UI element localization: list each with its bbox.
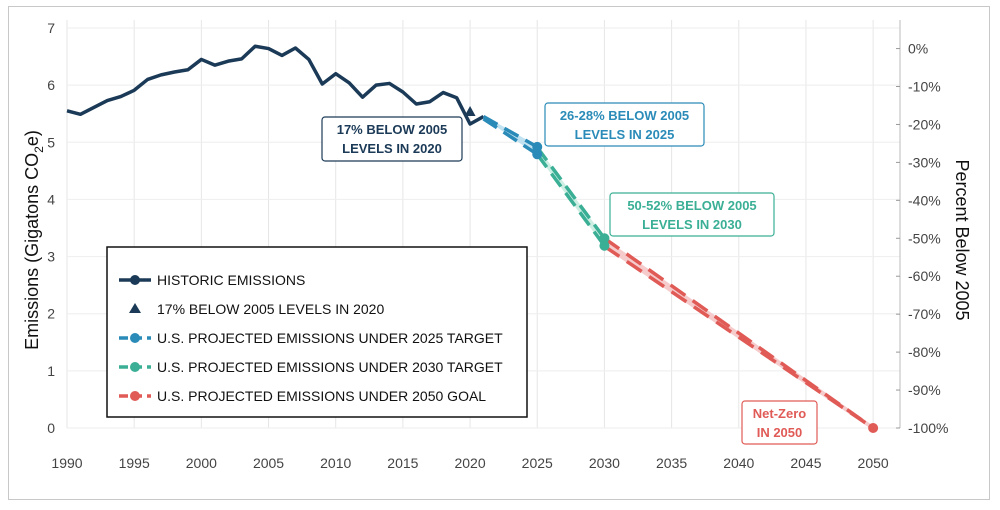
x-tick-label: 2030 xyxy=(589,455,620,471)
legend-dot-icon xyxy=(130,275,140,285)
legend-item: U.S. PROJECTED EMISSIONS UNDER 2050 GOAL xyxy=(119,388,486,404)
y-left-tick-label: 1 xyxy=(47,363,55,379)
legend-item: 17% BELOW 2005 LEVELS IN 2020 xyxy=(129,301,384,317)
annotation-text: 50-52% BELOW 2005 xyxy=(627,198,756,213)
x-tick-label: 2010 xyxy=(320,455,351,471)
annotation-border xyxy=(609,192,775,237)
x-tick-label: 2000 xyxy=(186,455,217,471)
y-right-tick-label: -100% xyxy=(908,420,948,436)
annotation-border xyxy=(321,116,463,162)
legend-label: U.S. PROJECTED EMISSIONS UNDER 2050 GOAL xyxy=(157,388,486,404)
annotation-text: LEVELS IN 2020 xyxy=(342,141,442,156)
y-left-tick-label: 6 xyxy=(47,77,55,93)
annotation-text: IN 2050 xyxy=(757,425,803,440)
legend-box xyxy=(106,246,528,418)
series-line-2030-upper xyxy=(535,146,606,240)
series-line-historic-emissions xyxy=(66,44,485,126)
annotation-box: Net-Zero IN 2050 xyxy=(741,400,818,445)
legend-triangle-icon xyxy=(129,303,141,313)
annotation-box: 50-52% BELOW 2005 LEVELS IN 2030 xyxy=(609,192,775,237)
y-right-tick-label: -60% xyxy=(908,268,941,284)
point-2030-upper xyxy=(599,233,610,244)
annotation-border xyxy=(741,400,818,445)
legend-item: U.S. PROJECTED EMISSIONS UNDER 2030 TARG… xyxy=(119,359,503,375)
y-axis-left-ticks: 0 1 2 3 4 5 6 7 xyxy=(47,20,55,436)
series-line-2030-lower xyxy=(535,153,606,247)
y-right-tick-label: -90% xyxy=(908,382,941,398)
y-left-tick-label: 7 xyxy=(47,20,55,36)
annotation-text: Net-Zero xyxy=(753,406,807,421)
x-tick-label: 2035 xyxy=(656,455,687,471)
legend-dot-icon xyxy=(130,333,140,343)
x-tick-label: 1990 xyxy=(51,455,82,471)
series-line-2025-upper xyxy=(482,115,539,149)
point-2025-lower xyxy=(532,149,543,160)
legend-dot-icon xyxy=(130,362,140,372)
series-points xyxy=(464,106,879,433)
annotation-text: 17% BELOW 2005 xyxy=(337,122,448,137)
y-left-tick-label: 3 xyxy=(47,249,55,265)
y-right-tick-label: -80% xyxy=(908,344,941,360)
x-tick-label: 1995 xyxy=(119,455,150,471)
series-lines xyxy=(66,44,875,430)
annotation-text: LEVELS IN 2030 xyxy=(642,217,742,232)
legend-label: U.S. PROJECTED EMISSIONS UNDER 2030 TARG… xyxy=(157,359,503,375)
y-axis-left-title: Emissions (Gigatons CO2e) xyxy=(22,130,46,350)
y-right-tick-label: -30% xyxy=(908,154,941,170)
x-tick-label: 2025 xyxy=(522,455,553,471)
y-right-tick-label: -20% xyxy=(908,116,941,132)
series-line-2050-lower xyxy=(603,244,875,430)
y-right-tick-label: -10% xyxy=(908,79,941,95)
series-line-2050-upper xyxy=(603,236,875,430)
point-2020-triangle xyxy=(464,106,476,116)
legend-item: U.S. PROJECTED EMISSIONS UNDER 2025 TARG… xyxy=(119,330,503,346)
y-left-tick-label: 4 xyxy=(47,191,55,207)
y-right-tick-label: 0% xyxy=(908,41,928,57)
point-2025-upper xyxy=(532,141,543,152)
x-tick-label: 2045 xyxy=(790,455,821,471)
y-left-tick-label: 2 xyxy=(47,306,55,322)
annotation-box: 26-28% BELOW 2005 LEVELS IN 2025 xyxy=(544,102,705,147)
legend-dot-icon xyxy=(130,391,140,401)
legend-label: 17% BELOW 2005 LEVELS IN 2020 xyxy=(157,301,384,317)
legend-label: HISTORIC EMISSIONS xyxy=(157,272,305,288)
annotation-border xyxy=(544,102,705,147)
y-left-tick-label: 5 xyxy=(47,134,55,150)
legend-label: U.S. PROJECTED EMISSIONS UNDER 2025 TARG… xyxy=(157,330,503,346)
x-tick-label: 2015 xyxy=(387,455,418,471)
y-right-tick-label: -50% xyxy=(908,230,941,246)
y-right-tick-label: -70% xyxy=(908,306,941,322)
x-tick-label: 2050 xyxy=(858,455,889,471)
annotation-box: 17% BELOW 2005 LEVELS IN 2020 xyxy=(321,116,463,162)
series-line-2025-lower xyxy=(482,117,539,156)
y-right-tick-label: -40% xyxy=(908,192,941,208)
legend-item: HISTORIC EMISSIONS xyxy=(119,272,305,288)
x-axis-ticks: 1990 1995 2000 2005 2010 2015 2020 2025 2030 2035… xyxy=(51,455,888,471)
y-axis-right-title: Percent Below 2005 xyxy=(952,159,972,320)
annotation-text: LEVELS IN 2025 xyxy=(575,127,675,142)
annotation-text: 26-28% BELOW 2005 xyxy=(560,108,689,123)
annotations: 17% BELOW 2005 LEVELS IN 2020 26-28% BELOW… xyxy=(321,102,818,445)
x-tick-label: 2040 xyxy=(723,455,754,471)
x-tick-label: 2005 xyxy=(253,455,284,471)
y-axis-right-ticks: 0% -10% -20% -30% -40% -50% -60% -70% -80% -90% -1… xyxy=(896,41,948,436)
point-2030-lower xyxy=(599,240,610,251)
y-left-tick-label: 0 xyxy=(47,420,55,436)
legend: HISTORIC EMISSIONS 17% BELOW 2005 LEVELS … xyxy=(106,246,528,418)
x-tick-label: 2020 xyxy=(454,455,485,471)
point-2050-net-zero xyxy=(868,423,879,433)
